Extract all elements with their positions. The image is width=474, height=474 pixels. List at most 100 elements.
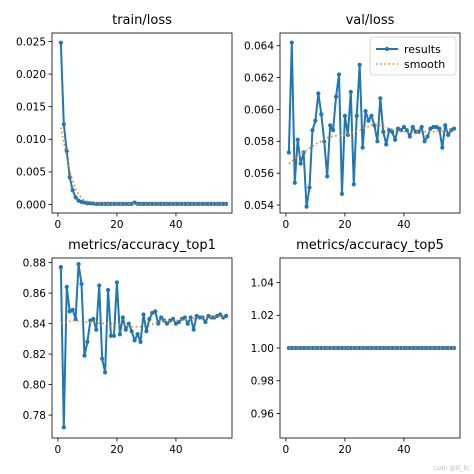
- data-point: [452, 345, 457, 351]
- data-point: [354, 113, 359, 118]
- data-point: [366, 345, 371, 351]
- data-point: [333, 94, 339, 99]
- legend: results smooth: [369, 36, 457, 76]
- data-point: [360, 145, 365, 150]
- data-point: [443, 123, 448, 128]
- axes-frame: [279, 32, 461, 214]
- data-point: [221, 201, 226, 206]
- data-point: [319, 112, 324, 117]
- data-point: [401, 124, 407, 130]
- data-point: [120, 201, 125, 206]
- data-point: [410, 345, 415, 351]
- subplot-title: metrics/accuracy_top5: [296, 238, 444, 253]
- data-point: [390, 129, 395, 134]
- data-point: [375, 139, 380, 144]
- data-point: [162, 201, 167, 206]
- data-point: [298, 161, 303, 166]
- data-point: [120, 315, 125, 320]
- data-point: [188, 201, 193, 206]
- data-point: [384, 142, 389, 147]
- data-point: [64, 284, 69, 290]
- data-point: [328, 345, 333, 351]
- data-point: [224, 313, 229, 319]
- data-point: [144, 329, 149, 334]
- data-point: [108, 333, 114, 338]
- data-point: [437, 126, 442, 131]
- data-point: [381, 129, 386, 134]
- data-point: [114, 280, 120, 285]
- data-point: [307, 345, 312, 351]
- data-point: [310, 345, 315, 351]
- data-point: [360, 345, 365, 351]
- data-point: [58, 40, 63, 45]
- series-line-smooth: [60, 127, 227, 205]
- data-point: [339, 191, 345, 196]
- data-point: [387, 345, 392, 351]
- x-tick-label: 40: [397, 444, 410, 456]
- data-point: [289, 40, 294, 45]
- data-point: [369, 113, 374, 118]
- data-point: [64, 148, 69, 154]
- y-tick-label: 0.058: [244, 136, 274, 148]
- data-point: [407, 134, 412, 139]
- subplot-1: val/loss 0 20 40 0.054 0.056 0.058 0.060 0.062 0.…: [244, 13, 461, 231]
- series-line-results: [59, 42, 227, 205]
- y-tick-label: 0.005: [16, 167, 46, 179]
- data-point: [366, 118, 371, 123]
- y-tick-label: 0.010: [16, 134, 46, 146]
- data-point: [85, 201, 90, 206]
- legend-label-results: results: [404, 43, 441, 56]
- x-tick-label: 0: [55, 219, 62, 231]
- y-tick-label: 0.84: [23, 318, 47, 330]
- data-point: [419, 345, 424, 351]
- data-point: [440, 145, 445, 150]
- data-point: [170, 201, 176, 206]
- data-point: [100, 356, 105, 361]
- x-tick-label: 0: [55, 444, 62, 456]
- x-tick-label: 20: [338, 444, 351, 456]
- data-point: [212, 201, 217, 206]
- data-point: [61, 122, 66, 127]
- subplot-title: val/loss: [346, 13, 395, 28]
- data-point: [449, 345, 454, 351]
- data-point: [416, 129, 421, 134]
- data-point: [298, 345, 303, 351]
- data-point: [108, 201, 114, 206]
- data-point: [111, 333, 117, 338]
- data-point: [319, 345, 324, 351]
- data-point: [218, 312, 223, 317]
- y-tick-label: 0.000: [16, 199, 46, 211]
- data-point: [58, 265, 63, 270]
- data-point: [363, 108, 368, 114]
- data-point: [348, 89, 353, 95]
- data-point: [401, 345, 407, 351]
- data-point: [82, 353, 87, 358]
- y-tick-label: 0.064: [244, 41, 274, 53]
- data-point: [452, 126, 457, 131]
- subplot-title: metrics/accuracy_top1: [68, 238, 216, 253]
- data-point: [289, 345, 294, 351]
- subplot-title: train/loss: [112, 13, 172, 28]
- y-tick-label: 0.062: [244, 72, 274, 84]
- data-point: [182, 315, 187, 320]
- data-point: [378, 96, 383, 101]
- watermark: csdn @lll_llc: [433, 465, 470, 472]
- x-tick-label: 20: [110, 444, 123, 456]
- data-point: [416, 345, 421, 351]
- x-tick-label: 0: [283, 219, 290, 231]
- data-point: [218, 201, 223, 206]
- data-point: [357, 62, 362, 67]
- data-point: [313, 118, 318, 123]
- data-point: [392, 137, 398, 142]
- data-point: [286, 150, 291, 155]
- data-point: [159, 201, 164, 206]
- data-point: [138, 339, 143, 344]
- data-point: [419, 124, 424, 130]
- subplot-0: train/loss 0 20 40 0.000 0.005 0.010 0.015 0.020…: [16, 13, 233, 231]
- data-point: [440, 345, 445, 351]
- data-point: [331, 128, 336, 133]
- data-point: [97, 283, 102, 288]
- x-tick-label: 40: [169, 219, 182, 231]
- data-point: [307, 185, 312, 190]
